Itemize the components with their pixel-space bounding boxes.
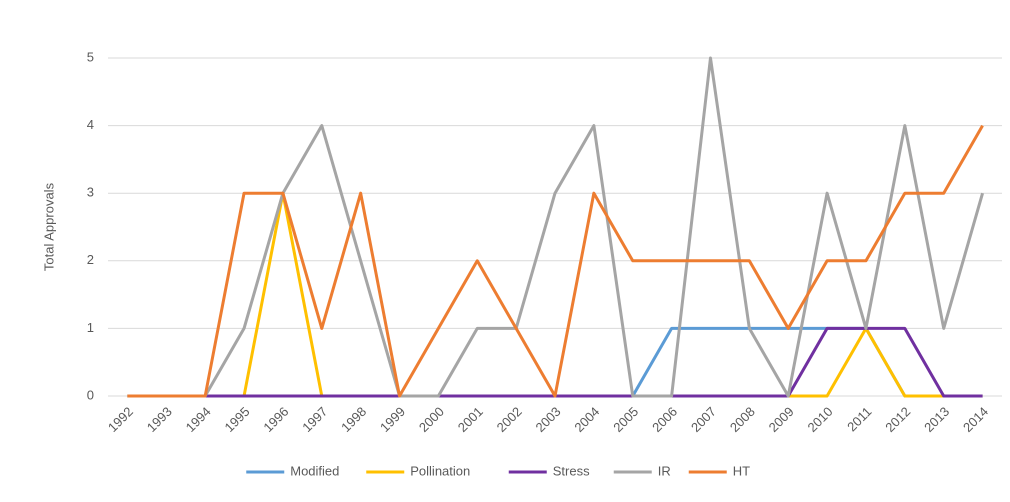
- legend-label: IR: [658, 463, 671, 478]
- legend-label: Pollination: [410, 463, 470, 478]
- x-tick-label: 2008: [727, 404, 758, 435]
- legend-label: Stress: [553, 463, 590, 478]
- y-axis-label: Total Approvals: [41, 182, 56, 271]
- y-tick-label: 1: [87, 320, 94, 335]
- legend-label: HT: [733, 463, 750, 478]
- x-tick-label: 2007: [688, 404, 719, 435]
- legend-label: Modified: [290, 463, 339, 478]
- x-tick-label: 2014: [960, 404, 991, 435]
- x-tick-label: 1992: [105, 404, 136, 435]
- x-tick-label: 1995: [222, 404, 253, 435]
- line-series: [127, 124, 984, 398]
- y-tick-label: 0: [87, 387, 94, 402]
- x-tick-label: 2001: [455, 404, 486, 435]
- x-tick-label: 2011: [844, 404, 874, 434]
- x-tick-label: 2006: [649, 404, 680, 435]
- x-tick-label: 2010: [805, 404, 836, 435]
- y-tick-label: 5: [87, 49, 94, 64]
- y-tick-label: 3: [87, 185, 94, 200]
- x-tick-label: 1996: [260, 404, 291, 435]
- x-tick-label: 1994: [183, 404, 214, 435]
- x-tick-label: 1997: [299, 404, 330, 435]
- x-tick-label: 2012: [882, 404, 913, 435]
- x-tick-label: 2002: [494, 404, 525, 435]
- x-tick-label: 1998: [338, 404, 369, 435]
- y-tick-label: 2: [87, 252, 94, 267]
- x-tick-label: 2003: [532, 404, 563, 435]
- x-tick-label: 1999: [377, 404, 408, 435]
- y-tick-label: 4: [87, 117, 94, 132]
- x-tick-label: 2004: [571, 404, 602, 435]
- x-tick-label: 2013: [921, 404, 952, 435]
- line-series: [127, 56, 985, 398]
- x-tick-label: 2000: [416, 404, 447, 435]
- line-series: [127, 191, 983, 398]
- x-tick-label: 2005: [610, 404, 641, 435]
- x-tick-label: 1993: [144, 404, 175, 435]
- x-tick-label: 2009: [766, 404, 797, 435]
